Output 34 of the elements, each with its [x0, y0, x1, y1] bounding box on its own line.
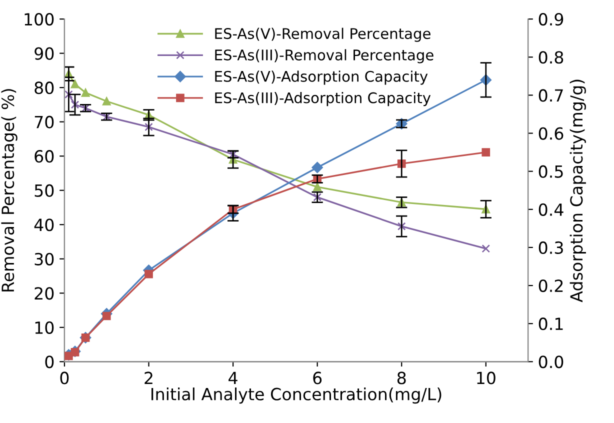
y-tick-label: 20	[34, 287, 54, 300]
y2-tick-label: 0.4	[538, 203, 564, 216]
y2-axis-title: Adsorption Capacity(mg/g)	[570, 80, 586, 302]
x-tick-label: 4	[228, 372, 238, 384]
y-tick-label: 100	[24, 12, 54, 26]
y2-tick-label: 0.3	[538, 241, 563, 254]
y2-tick-label: 0.6	[538, 127, 564, 140]
y-axis-title: Removal Percentage( %)	[1, 89, 18, 292]
x-tick-label: 6	[313, 372, 322, 384]
y-tick-label: 10	[35, 321, 54, 334]
legend-label: ES-As(III)-Adsorption Capacity	[215, 92, 431, 106]
y2-tick-label: 0.1	[538, 318, 563, 330]
x-tick-label: 0	[60, 372, 69, 384]
y2-tick-label: 0.8	[538, 51, 564, 64]
y-tick-label: 80	[34, 82, 54, 94]
y-tick-label: 0	[45, 356, 54, 368]
x-axis-title: Initial Analyte Concentration(mg/L)	[151, 388, 442, 404]
y-tick-label: 70	[34, 116, 54, 128]
y2-tick-label: 0.2	[538, 279, 563, 292]
y-tick-label: 40	[34, 218, 54, 232]
y2-tick-label: 0.7	[538, 89, 563, 102]
legend-label: ES-As(V)-Removal Percentage	[215, 28, 430, 42]
y2-tick-label: 0.0	[538, 356, 564, 368]
y-tick-label: 30	[34, 252, 54, 266]
x-tick-label: 8	[397, 372, 406, 384]
y2-tick-label: 0.5	[538, 165, 563, 178]
legend-label: ES-As(III)-Removal Percentage	[215, 49, 434, 64]
legend-label: ES-As(V)-Adsorption Capacity	[215, 70, 428, 85]
y-tick-label: 60	[34, 150, 54, 163]
y-tick-label: 50	[34, 184, 54, 197]
x-tick-label: 10	[477, 372, 496, 384]
y-tick-label: 90	[34, 47, 54, 60]
y2-tick-label: 0.9	[538, 12, 564, 26]
x-tick-label: 2	[144, 372, 152, 384]
